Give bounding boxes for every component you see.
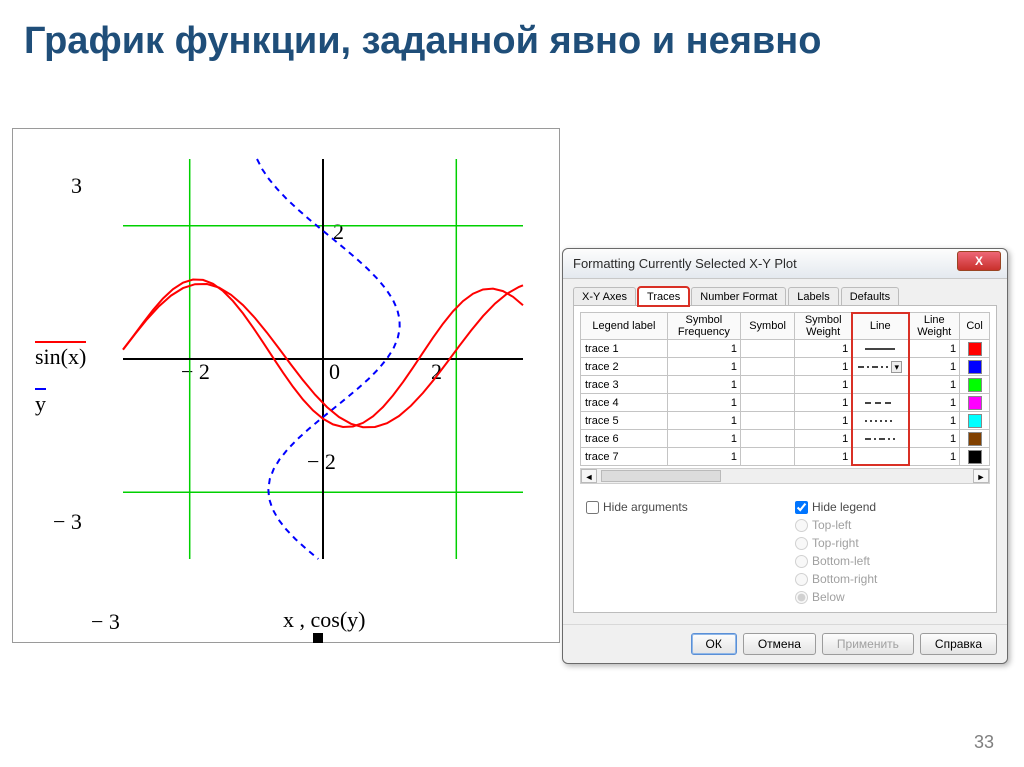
- pos-bottom-right: Bottom-right: [795, 572, 984, 586]
- pos-top-right: Top-right: [795, 536, 984, 550]
- page-title: График функции, заданной явно и неявно: [24, 18, 821, 66]
- tab-x-y-axes[interactable]: X-Y Axes: [573, 287, 636, 306]
- chart-svg: [113, 149, 553, 569]
- tab-traces[interactable]: Traces: [638, 287, 689, 306]
- format-dialog: Formatting Currently Selected X-Y Plot X…: [562, 248, 1008, 664]
- apply-button[interactable]: Применить: [822, 633, 914, 655]
- hide-arguments-checkbox[interactable]: Hide arguments: [586, 500, 775, 514]
- tab-number-format[interactable]: Number Format: [691, 287, 786, 306]
- dialog-title-text: Formatting Currently Selected X-Y Plot: [573, 256, 797, 271]
- cancel-button[interactable]: Отмена: [743, 633, 816, 655]
- close-icon[interactable]: X: [957, 251, 1001, 271]
- chart-container: sin(x) y 3 − 3 − 3 x , cos(y) − 2 0 2 2 …: [12, 128, 560, 643]
- pos-below: Below: [795, 590, 984, 604]
- tab-panel: Legend labelSymbol FrequencySymbolSymbol…: [573, 305, 997, 613]
- scroll-right-icon[interactable]: ►: [973, 469, 989, 483]
- dialog-button-bar: ОК Отмена Применить Справка: [563, 624, 1007, 663]
- table-row[interactable]: trace 5111: [581, 412, 990, 430]
- table-row[interactable]: trace 3111: [581, 376, 990, 394]
- scroll-left-icon[interactable]: ◄: [581, 469, 597, 483]
- axis-marker: [313, 633, 323, 643]
- pos-top-left: Top-left: [795, 518, 984, 532]
- traces-table[interactable]: Legend labelSymbol FrequencySymbolSymbol…: [580, 312, 990, 466]
- legend-y: y: [35, 388, 46, 417]
- pos-bottom-left: Bottom-left: [795, 554, 984, 568]
- table-row[interactable]: trace 6111: [581, 430, 990, 448]
- table-row[interactable]: trace 211▾1: [581, 358, 990, 376]
- dialog-titlebar[interactable]: Formatting Currently Selected X-Y Plot X: [563, 249, 1007, 279]
- table-row[interactable]: trace 1111: [581, 340, 990, 358]
- x-range-left: − 3: [91, 609, 120, 635]
- legend-sin: sin(x): [35, 341, 86, 370]
- y-range-top: 3: [71, 173, 82, 199]
- axis-caption: x , cos(y): [283, 607, 365, 633]
- y-range-bot: − 3: [53, 509, 82, 535]
- table-row[interactable]: trace 4111: [581, 394, 990, 412]
- table-row[interactable]: trace 7111: [581, 448, 990, 466]
- page-number: 33: [974, 732, 994, 753]
- horizontal-scrollbar[interactable]: ◄ ►: [580, 468, 990, 484]
- chart-legend: sin(x) y: [35, 341, 86, 417]
- scroll-thumb[interactable]: [601, 470, 721, 482]
- tabs: X-Y AxesTracesNumber FormatLabelsDefault…: [573, 287, 997, 306]
- chevron-down-icon[interactable]: ▾: [891, 361, 902, 373]
- tab-labels[interactable]: Labels: [788, 287, 838, 306]
- tab-defaults[interactable]: Defaults: [841, 287, 899, 306]
- ok-button[interactable]: ОК: [691, 633, 737, 655]
- hide-legend-checkbox[interactable]: Hide legend: [795, 500, 984, 514]
- help-button[interactable]: Справка: [920, 633, 997, 655]
